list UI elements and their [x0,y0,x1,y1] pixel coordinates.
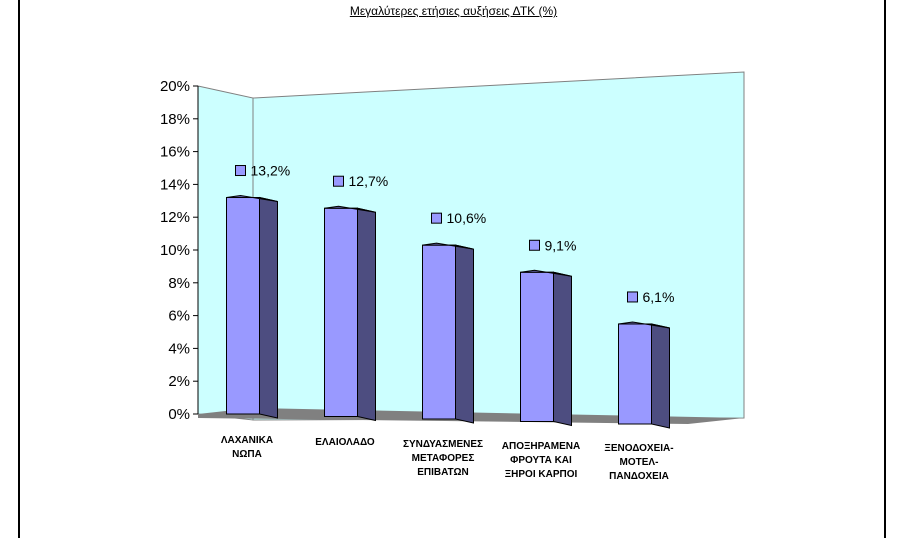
bar-top [520,269,572,277]
category-label: ΕΛΑΙΟΛΑΔΟ [315,437,375,448]
data-label-marker [627,291,638,303]
data-label: 13,2% [235,163,291,179]
bar [520,269,572,427]
data-label-marker [431,212,442,224]
y-tick-label: 8% [168,275,190,292]
category-label-line: ΑΠΟΞΗΡΑΜΕΝΑ [502,441,580,452]
category-label-line: ΠΑΝΔΟΧΕΙΑ [609,471,669,482]
category-label-line: ΞΗΡΟΙ ΚΑΡΠΟΙ [505,469,578,480]
bar-top [618,321,670,329]
bar [324,205,376,422]
data-label: 6,1% [627,289,675,305]
bar-top [422,242,474,250]
category-label: ΑΠΟΞΗΡΑΜΕΝΑ ΦΡΟΥΤΑ ΚΑΙ ΞΗΡΟΙ ΚΑΡΠΟΙ [502,441,580,480]
bars [226,195,670,429]
data-label-marker [529,239,540,251]
y-tick-label: 14% [160,176,190,193]
category-label-line: ΣΥΝΔΥΑΣΜΕΝΕΣ [403,439,483,450]
y-tick-label: 4% [168,340,190,357]
bar-top [226,195,278,203]
data-label-text: 10,6% [447,210,487,226]
y-axis-ticks: 0% 2% 4% 6% 8% 10% 12% 14% 16% 18% 20% [160,78,198,423]
bar-side [553,271,572,427]
bar-side [455,244,474,424]
bar [226,195,278,419]
bar-front [226,197,260,415]
category-label-line: ΕΛΑΙΟΛΑΔΟ [315,437,375,448]
data-label-text: 9,1% [545,237,577,253]
chart-title: Μεγαλύτερες ετήσιες αυξήσεις ΔΤΚ (%) [349,4,558,18]
category-label: ΛΑΧΑΝΙΚΑ ΝΩΠΑ [221,435,273,460]
category-label-line: ΜΟΤΕΛ- [620,457,659,468]
y-tick-label: 6% [168,308,190,325]
bar [618,321,670,429]
data-label-marker [333,175,344,187]
y-tick-label: 12% [160,209,190,226]
bar-side [651,323,670,429]
bar-front [422,244,456,420]
y-tick-label: 20% [160,78,190,95]
y-tick-label: 10% [160,242,190,259]
category-label-line: ΦΡΟΥΤΑ ΚΑΙ [510,455,572,466]
chart-frame [18,0,886,538]
bar-front [520,271,554,423]
data-label-text: 12,7% [349,173,389,189]
bar-side [357,207,376,422]
y-tick-label: 18% [160,111,190,128]
y-tick-label: 0% [168,406,190,423]
data-label-marker [235,165,246,177]
bar-front [324,207,358,417]
category-label-line: ΞΕΝΟΔΟΧΕΙΑ- [604,443,673,454]
bar-side [259,196,278,419]
bar-front [618,323,652,425]
data-label: 10,6% [431,210,487,226]
y-tick-label: 16% [160,144,190,161]
category-label-line: ΝΩΠΑ [232,449,262,460]
data-label: 12,7% [333,173,389,189]
data-labels: 13,2% 12,7% 10,6% 9,1% 6,1% [235,163,675,305]
data-label-text: 6,1% [643,289,675,305]
data-label-text: 13,2% [251,163,291,179]
category-label: ΣΥΝΔΥΑΣΜΕΝΕΣ ΜΕΤΑΦΟΡΕΣ ΕΠΙΒΑΤΩΝ [403,439,483,478]
category-labels: ΛΑΧΑΝΙΚΑ ΝΩΠΑ ΕΛΑΙΟΛΑΔΟ ΣΥΝΔΥΑΣΜΕΝΕΣ ΜΕΤΑΦΟΡ… [221,435,674,482]
y-tick-label: 2% [168,373,190,390]
category-label-line: ΛΑΧΑΝΙΚΑ [221,435,273,446]
data-label: 9,1% [529,237,577,253]
bar-top [324,205,376,213]
category-label-line: ΕΠΙΒΑΤΩΝ [417,467,468,478]
category-label-line: ΜΕΤΑΦΟΡΕΣ [412,453,475,464]
bar [422,242,474,424]
category-label: ΞΕΝΟΔΟΧΕΙΑ- ΜΟΤΕΛ- ΠΑΝΔΟΧΕΙΑ [604,443,673,482]
